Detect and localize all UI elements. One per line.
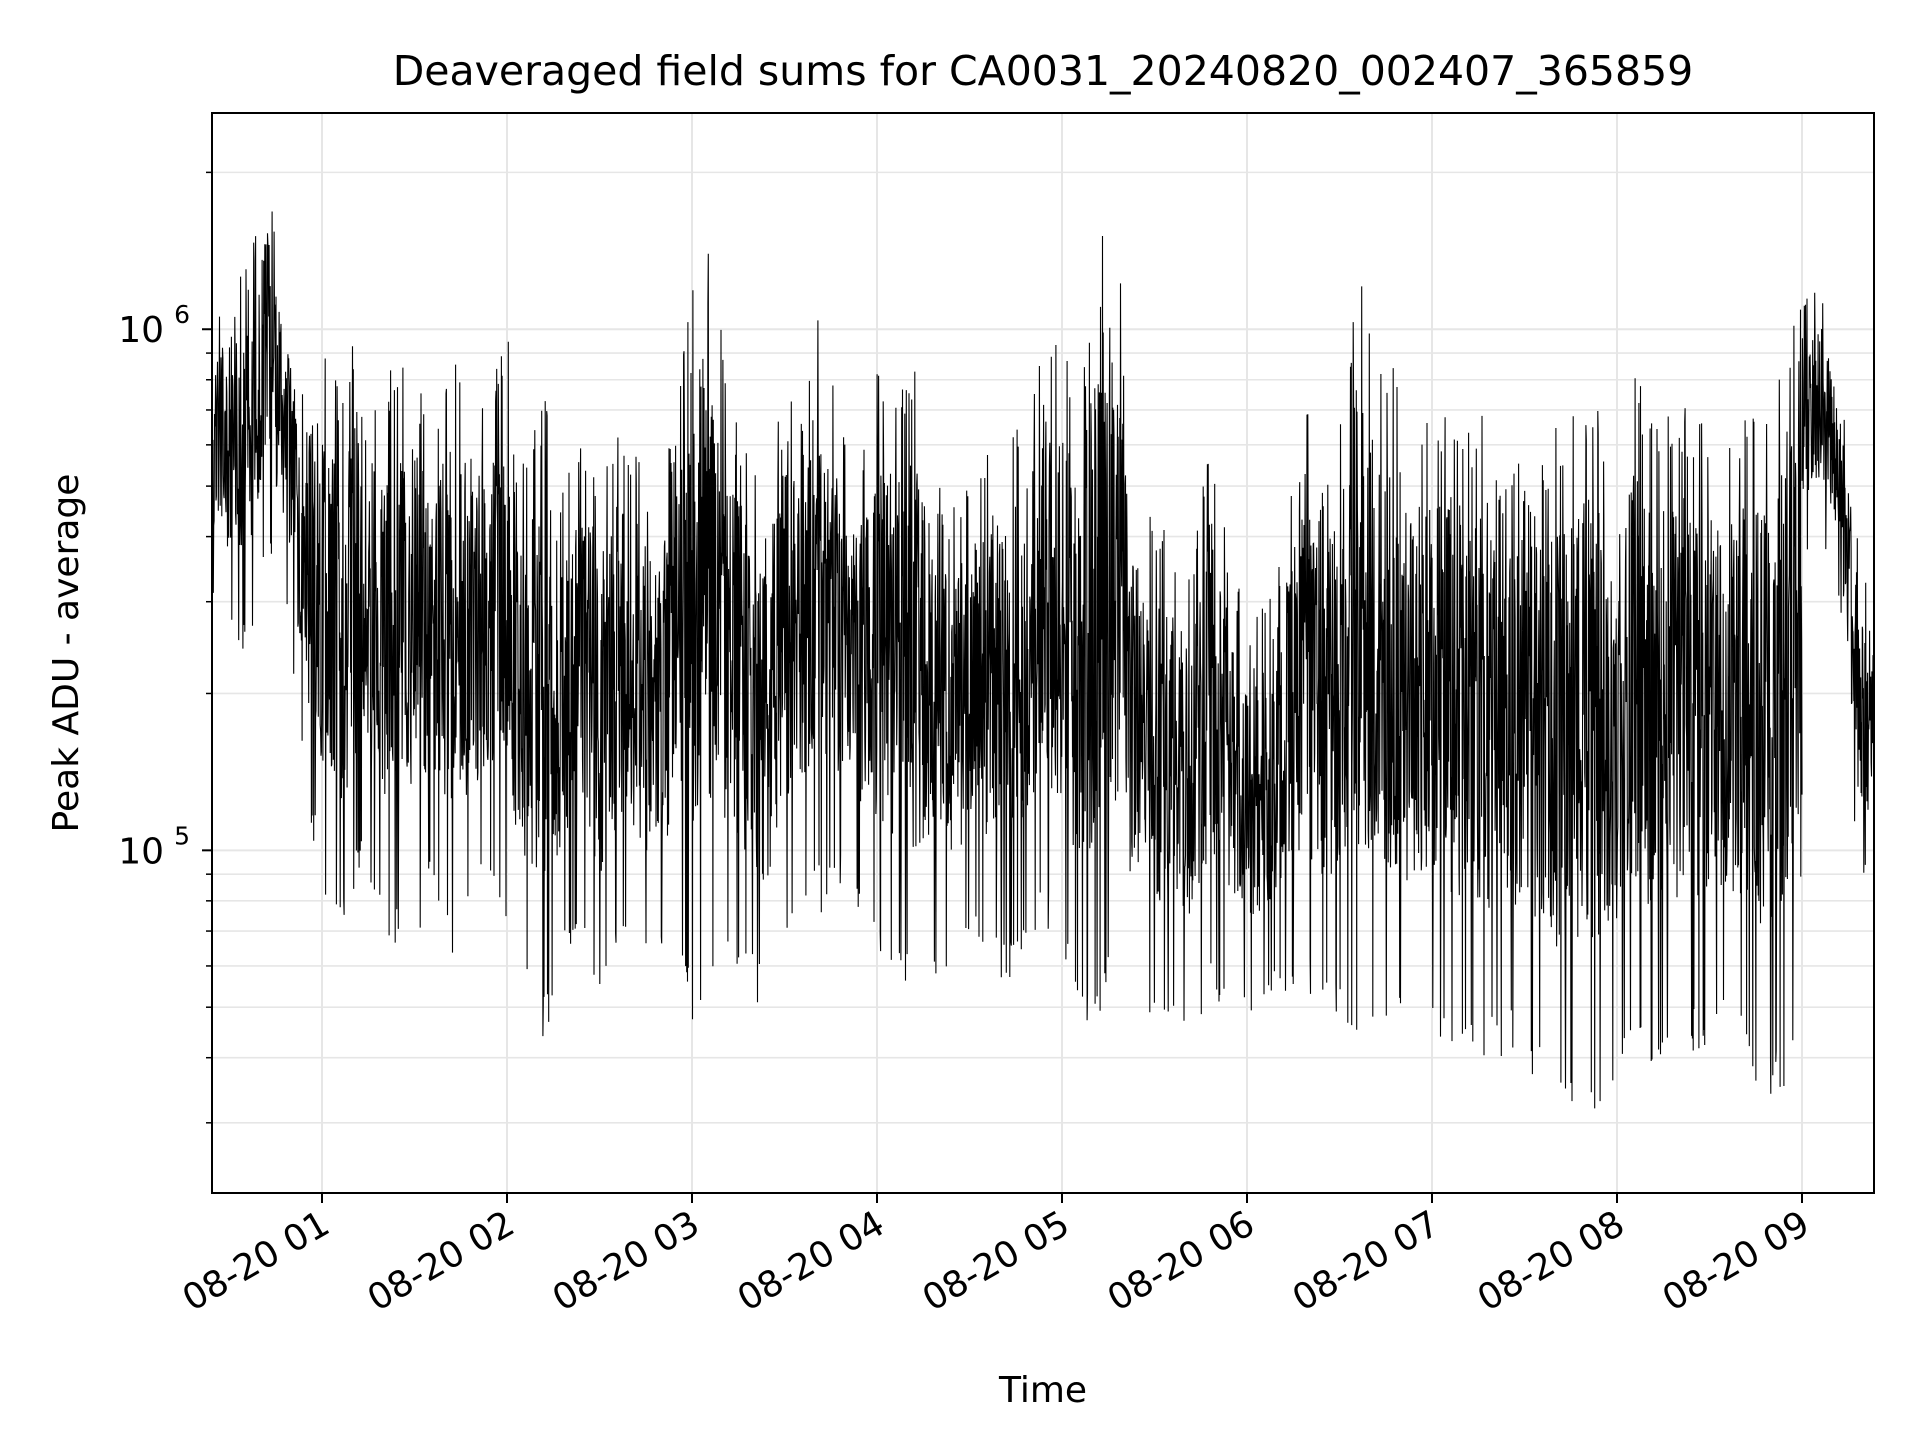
y-tick-label-base: 10 [118,831,164,872]
y-tick-label-base: 10 [118,310,164,351]
y-tick-label: 10 [118,310,164,351]
x-axis-label: Time [998,1370,1087,1411]
y-tick-label: 10 [118,831,164,872]
y-tick-label-exponent: 5 [174,821,190,850]
series-line [212,211,1803,1109]
y-axis: 10 6 10 5 [118,171,212,1124]
y-tick-label-exponent: 6 [174,300,190,329]
plot-area [212,211,1874,1109]
chart-title: Deaveraged field sums for CA0031_2024082… [393,47,1694,95]
axes-frame [211,112,1875,1194]
y-axis-label: Peak ADU - average [46,474,87,833]
series-line [1801,292,1874,873]
